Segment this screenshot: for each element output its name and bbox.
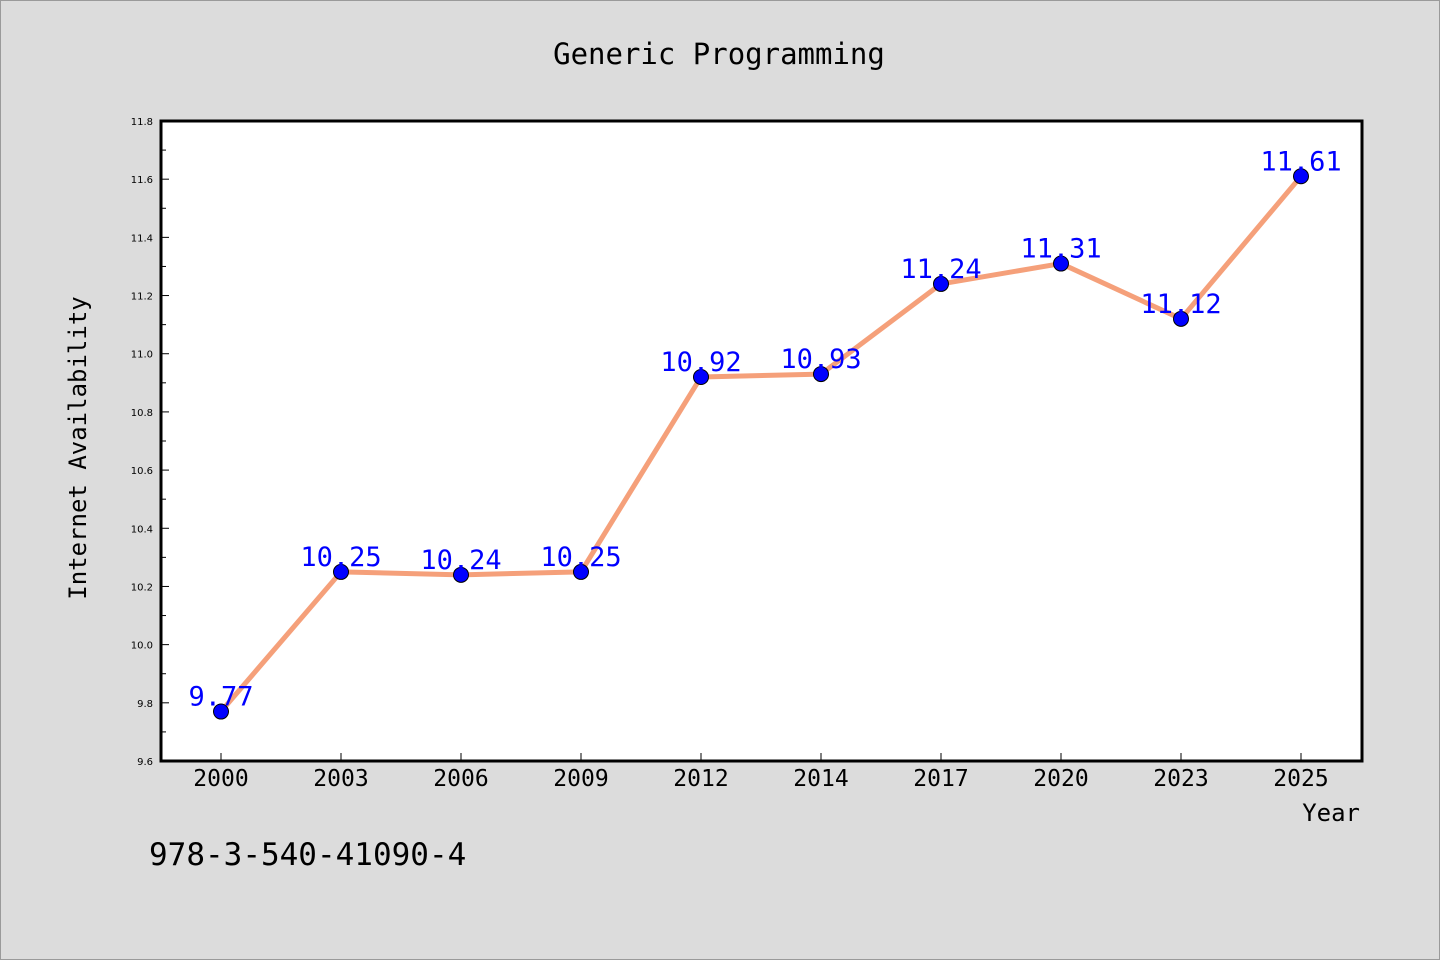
- data-point-marker: [453, 566, 469, 583]
- data-point-label: 11.24: [900, 254, 981, 285]
- y-tick-label: 10.2: [131, 582, 153, 593]
- x-tick-label: 2025: [1273, 766, 1328, 792]
- data-point-label: 9.77: [188, 682, 253, 713]
- data-point-marker: [573, 563, 589, 580]
- x-tick-label: 2012: [673, 766, 728, 792]
- data-markers: [213, 168, 1309, 720]
- data-point-marker: [813, 366, 829, 383]
- y-tick-label: 10.8: [131, 408, 153, 419]
- y-tick-label: 10.4: [131, 524, 153, 535]
- x-tick-label: 2000: [193, 766, 248, 792]
- data-point-marker: [693, 369, 709, 385]
- x-tick-label: 2006: [433, 766, 488, 792]
- data-point-marker: [213, 703, 229, 720]
- y-tick-label: 11.0: [131, 350, 153, 361]
- x-tick-label: 2023: [1153, 766, 1208, 792]
- data-point-marker: [1173, 310, 1189, 327]
- y-axis: 9.6 9.8 10.0 10.2 10.4 10.6 10.8 11.0 11.2 11.4 11…: [131, 117, 169, 768]
- data-labels: 9.77 10.25 10.24 10.25 10.92 10.93 11.24 11.31 1…: [188, 146, 1341, 712]
- data-point-label: 10.92: [660, 347, 741, 378]
- x-axis-title: Year: [1302, 799, 1360, 827]
- series-line: [218, 173, 1304, 715]
- data-point-marker: [933, 275, 949, 292]
- data-point-label: 10.25: [300, 542, 381, 573]
- chart-title: Generic Programming: [553, 37, 885, 71]
- y-tick-label: 11.8: [131, 117, 153, 128]
- x-tick-label: 2014: [793, 766, 848, 792]
- x-tick-label: 2009: [553, 766, 608, 792]
- y-tick-label: 11.2: [131, 292, 153, 303]
- data-point-marker: [1053, 255, 1069, 272]
- y-tick-label: 10.0: [131, 641, 153, 652]
- data-point-label: 10.24: [420, 545, 501, 576]
- y-tick-label: 11.6: [131, 175, 153, 186]
- isbn-text: 978-3-540-41090-4: [149, 837, 466, 873]
- y-tick-label: 10.6: [131, 466, 153, 477]
- y-tick-label: 9.6: [137, 757, 153, 768]
- y-tick-label: 9.8: [137, 699, 153, 710]
- data-point-label: 10.25: [540, 542, 621, 573]
- plot-area: [159, 119, 1364, 763]
- data-point-label: 11.31: [1020, 234, 1101, 265]
- y-tick-label: 11.4: [131, 233, 153, 244]
- data-point-marker: [1293, 168, 1309, 185]
- x-tick-label: 2017: [913, 766, 968, 792]
- x-tick-label: 2020: [1033, 766, 1088, 792]
- x-tick-label: 2003: [313, 766, 368, 792]
- data-point-label: 10.93: [780, 344, 861, 375]
- data-point-label: 11.61: [1260, 146, 1341, 177]
- x-axis: 2000 2003 2006 2009 2012 2014 2017 2020 2023 2025: [193, 753, 1329, 792]
- data-point-marker: [333, 563, 349, 580]
- data-point-label: 11.12: [1140, 289, 1221, 320]
- y-axis-title: Internet Availability: [64, 296, 92, 599]
